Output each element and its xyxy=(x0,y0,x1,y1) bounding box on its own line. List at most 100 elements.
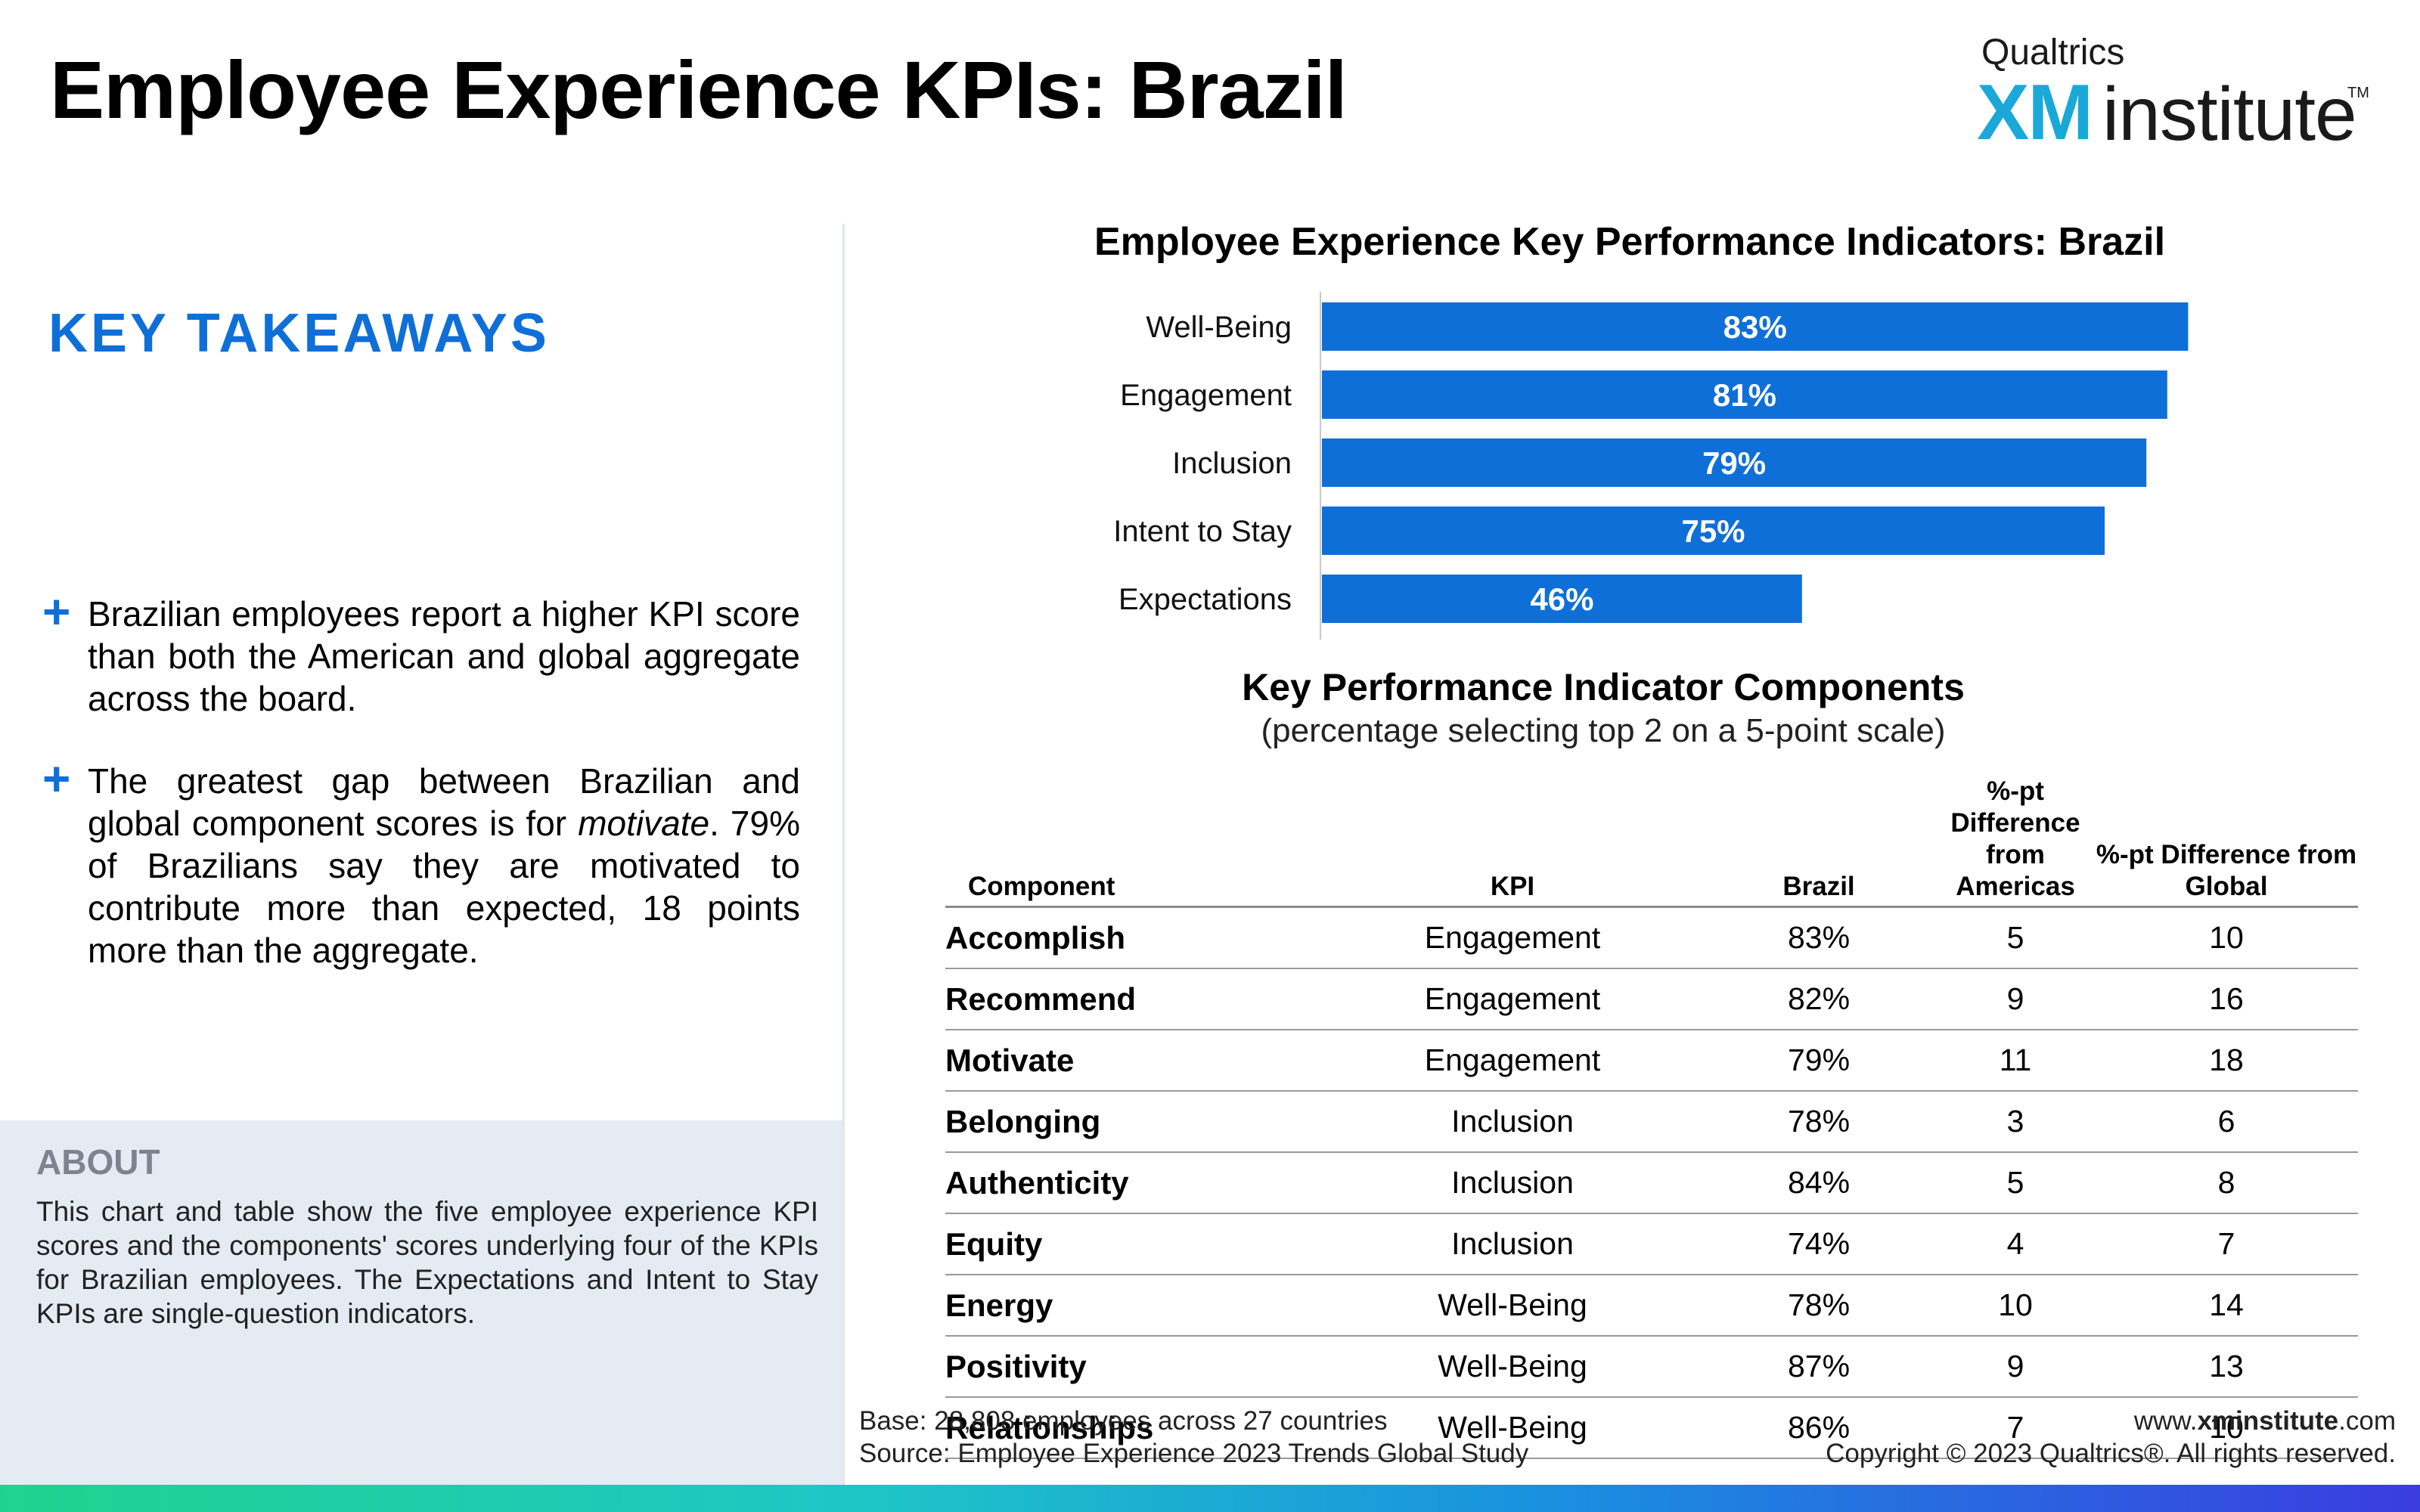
cell-diff-americas: 3 xyxy=(1936,1091,2095,1153)
footer-source: Source: Employee Experience 2023 Trends … xyxy=(859,1439,1529,1468)
cell-diff-americas: 11 xyxy=(1936,1030,2095,1092)
kpi-components-table: Component KPI Brazil %-pt Difference fro… xyxy=(945,773,2358,1459)
cell-diff-global: 10 xyxy=(2095,1397,2358,1459)
kpi-bar-chart: Well-Being 83% Engagement 81% Inclusion 79% In… xyxy=(1113,292,2189,640)
table-row: Motivate Engagement 79% 11 18 xyxy=(945,1030,2358,1092)
footer-site-prefix: www. xyxy=(2133,1406,2198,1436)
about-text: This chart and table show the five emplo… xyxy=(36,1196,818,1329)
bar-value-label: 83% xyxy=(1723,309,1787,345)
plus-icon: + xyxy=(42,584,71,639)
cell-diff-americas: 10 xyxy=(1936,1275,2095,1337)
cell-kpi: Inclusion xyxy=(1323,1091,1702,1153)
cell-kpi: Inclusion xyxy=(1323,1213,1702,1275)
cell-brazil: 82% xyxy=(1702,968,1936,1030)
cell-component: Motivate xyxy=(945,1030,1323,1092)
takeaway-emphasis: motivate xyxy=(578,804,710,843)
cell-kpi: Well-Being xyxy=(1323,1336,1702,1398)
column-header-brazil: Brazil xyxy=(1702,773,1936,908)
category-label: Expectations xyxy=(1118,583,1292,616)
takeaway-text: Brazilian employees report a higher KPI … xyxy=(88,594,800,718)
bar xyxy=(1322,575,1802,623)
bar xyxy=(1322,507,2105,555)
cell-diff-global: 7 xyxy=(2095,1213,2358,1275)
category-label: Engagement xyxy=(1120,379,1292,412)
footer-site-link[interactable]: www.xminstitute.com xyxy=(1826,1405,2396,1437)
cell-diff-americas: 7 xyxy=(1936,1397,2095,1459)
chart-title: Employee Experience Key Performance Indi… xyxy=(1094,220,2166,264)
page-title: Employee Experience KPIs: Brazil xyxy=(50,44,1348,135)
cell-diff-global: 6 xyxy=(2095,1091,2358,1153)
logo-xm-text: XM xyxy=(1977,69,2093,156)
key-takeaways-heading: KEY TAKEAWAYS xyxy=(48,303,550,364)
bar-value-label: 75% xyxy=(1681,513,1745,549)
takeaway-item: + Brazilian employees report a higher KP… xyxy=(42,584,800,720)
table-subtitle: (percentage selecting top 2 on a 5-point… xyxy=(1261,712,1946,749)
cell-kpi: Engagement xyxy=(1323,1030,1702,1092)
logo-qualtrics-text: Qualtrics xyxy=(1981,33,2125,73)
table-row: Relationships Well-Being 86% 7 10 xyxy=(945,1397,2358,1459)
xm-institute-logo: Qualtrics XM institute TM xyxy=(1977,27,2370,156)
table-header-row: Component KPI Brazil %-pt Difference fro… xyxy=(945,773,2358,908)
table-row: Positivity Well-Being 87% 9 13 xyxy=(945,1336,2358,1398)
footer-site-suffix: .com xyxy=(2338,1406,2396,1436)
column-header-diff-global: %-pt Difference from Global xyxy=(2095,773,2358,908)
footer-base: Base: 28,808 employees across 27 countri… xyxy=(859,1406,1388,1436)
cell-diff-americas: 4 xyxy=(1936,1213,2095,1275)
table-row: Equity Inclusion 74% 4 7 xyxy=(945,1213,2358,1275)
logo-institute-text: institute xyxy=(2102,72,2357,156)
cell-kpi: Inclusion xyxy=(1323,1152,1702,1214)
cell-component: Relationships xyxy=(945,1397,1323,1459)
cell-kpi: Engagement xyxy=(1323,968,1702,1030)
cell-brazil: 74% xyxy=(1702,1213,1936,1275)
cell-diff-americas: 5 xyxy=(1936,906,2095,969)
cell-diff-global: 18 xyxy=(2095,1030,2358,1092)
bottom-gradient-bar xyxy=(0,1485,2420,1512)
cell-kpi: Engagement xyxy=(1323,906,1702,969)
cell-diff-americas: 9 xyxy=(1936,968,2095,1030)
cell-diff-global: 8 xyxy=(2095,1152,2358,1214)
cell-component: Recommend xyxy=(945,968,1323,1030)
takeaway-text-end: . 79% of Brazilians say they are motivat… xyxy=(88,804,800,970)
cell-component: Positivity xyxy=(945,1336,1323,1398)
table-row: Recommend Engagement 82% 9 16 xyxy=(945,968,2358,1030)
takeaway-text: The greatest gap between Brazilian and g… xyxy=(88,760,800,971)
cell-component: Accomplish xyxy=(945,906,1323,969)
cell-component: Belonging xyxy=(945,1091,1323,1153)
category-label: Inclusion xyxy=(1172,447,1292,480)
bar-value-label: 79% xyxy=(1702,445,1766,481)
category-label: Intent to Stay xyxy=(1113,515,1292,548)
takeaway-item: + The greatest gap between Brazilian and… xyxy=(42,751,800,971)
cell-diff-global: 10 xyxy=(2095,906,2358,969)
cell-diff-global: 14 xyxy=(2095,1275,2358,1337)
about-heading: ABOUT xyxy=(36,1142,160,1182)
cell-brazil: 87% xyxy=(1702,1336,1936,1398)
category-label: Well-Being xyxy=(1146,311,1292,344)
bar-value-label: 81% xyxy=(1713,377,1776,413)
footer-site-name: xminstitute xyxy=(2197,1406,2339,1436)
table-title: Key Performance Indicator Components xyxy=(1242,666,1965,708)
table-row: Energy Well-Being 78% 10 14 xyxy=(945,1275,2358,1337)
column-header-kpi: KPI xyxy=(1323,773,1702,908)
bar xyxy=(1322,438,2147,487)
footer-credits: www.xminstitute.com Copyright © 2023 Qua… xyxy=(1826,1405,2396,1470)
bar-value-label: 46% xyxy=(1530,581,1593,617)
cell-brazil: 78% xyxy=(1702,1275,1936,1337)
cell-brazil: 79% xyxy=(1702,1030,1936,1092)
cell-diff-americas: 9 xyxy=(1936,1336,2095,1398)
plus-icon: + xyxy=(42,751,71,806)
logo-tm-mark: TM xyxy=(2347,85,2369,101)
cell-component: Energy xyxy=(945,1275,1323,1337)
column-header-component: Component xyxy=(945,773,1323,908)
bar xyxy=(1322,302,2189,351)
footer-copyright: Copyright © 2023 Qualtrics®. All rights … xyxy=(1826,1439,2396,1468)
cell-brazil: 86% xyxy=(1702,1397,1936,1459)
cell-kpi: Well-Being xyxy=(1323,1397,1702,1459)
takeaway-text-start: The greatest gap between Brazilian and g… xyxy=(88,761,800,843)
table-row: Belonging Inclusion 78% 3 6 xyxy=(945,1091,2358,1153)
cell-brazil: 83% xyxy=(1702,906,1936,969)
cell-component: Authenticity xyxy=(945,1152,1323,1214)
footer-notes: Base: 28,808 employees across 27 countri… xyxy=(859,1405,1528,1470)
cell-component: Equity xyxy=(945,1213,1323,1275)
column-header-diff-americas: %-pt Difference from Americas xyxy=(1936,773,2095,908)
bar xyxy=(1322,370,2167,419)
